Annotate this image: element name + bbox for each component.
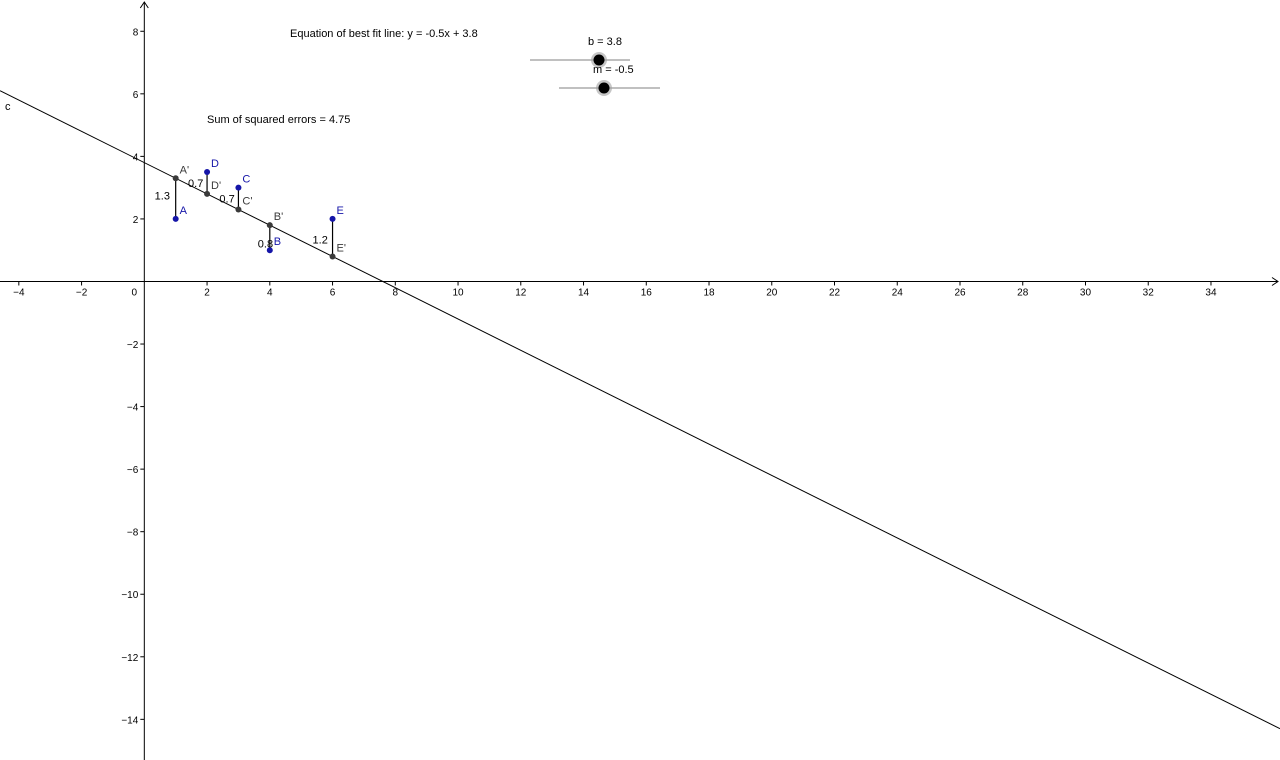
best-fit-line-group[interactable] (0, 90, 1280, 730)
x-tick-label: 22 (829, 287, 841, 298)
y-tick-label: 2 (133, 215, 139, 226)
x-tick-label: 10 (452, 287, 464, 298)
x-tick-label: 14 (578, 287, 590, 298)
slider-b-label: b = 3.8 (588, 36, 622, 48)
y-tick-label: 8 (133, 27, 139, 38)
residual-label: 1.2 (313, 235, 328, 247)
residual-segments[interactable]: 1.30.80.70.71.2 (155, 172, 334, 257)
y-tick-label: −8 (127, 528, 139, 539)
residual-label: 1.3 (155, 191, 170, 203)
data-point-label: D (211, 158, 219, 170)
x-tick-label: 26 (954, 287, 966, 298)
data-point[interactable] (266, 247, 273, 254)
x-tick-label: 32 (1143, 287, 1155, 298)
slider-b-knob[interactable] (593, 54, 605, 66)
slider-m-knob[interactable] (598, 82, 610, 94)
x-tick-label: 28 (1017, 287, 1029, 298)
y-tick-label: −2 (127, 340, 139, 351)
slider-m-label: m = -0.5 (593, 64, 634, 76)
fitted-point-label: D' (211, 180, 221, 192)
fitted-point[interactable] (329, 253, 336, 260)
fitted-point-label: C' (242, 196, 252, 208)
equation-text: Equation of best fit line: y = -0.5x + 3… (290, 28, 478, 40)
fitted-point-label: B' (274, 211, 283, 223)
data-point-label: A (180, 205, 188, 217)
line-label: c (5, 101, 11, 113)
y-tick-label: −10 (121, 590, 138, 601)
fitted-point[interactable] (235, 206, 242, 213)
y-tick-label: −12 (121, 653, 138, 664)
sse-text: Sum of squared errors = 4.75 (207, 114, 350, 126)
axis-ticks: −4 −2 0 2 4 6 8 10 12 14 16 18 20 22 24 26 28 30 32 34−14−1… (13, 27, 1217, 726)
x-tick-label: −4 (13, 287, 25, 298)
x-tick-label: 34 (1205, 287, 1217, 298)
x-tick-label: 4 (267, 287, 273, 298)
y-tick-label: −6 (127, 465, 139, 476)
x-tick-label: 30 (1080, 287, 1092, 298)
y-tick-label: 6 (133, 90, 139, 101)
x-tick-label: 24 (892, 287, 904, 298)
fitted-point[interactable] (172, 175, 179, 182)
x-tick-label: 8 (393, 287, 399, 298)
data-point[interactable] (235, 184, 242, 191)
y-tick-label: −14 (121, 715, 138, 726)
x-tick-label: 6 (330, 287, 336, 298)
x-tick-label: 16 (641, 287, 653, 298)
residual-label: 0.7 (219, 194, 234, 206)
fitted-point-label: A' (180, 164, 189, 176)
y-axis-arrow-icon (139, 1, 149, 9)
data-point-label: B (274, 236, 281, 248)
x-tick-label: 18 (703, 287, 715, 298)
fitted-point[interactable] (266, 222, 273, 229)
data-point-label: C (242, 174, 250, 186)
x-axis-arrow-icon (1271, 277, 1279, 286)
x-tick-label: 20 (766, 287, 778, 298)
best-fit-line[interactable] (0, 90, 1280, 730)
x-tick-label: 12 (515, 287, 527, 298)
points-group[interactable]: A B C D E A' B' C' D' E' (172, 158, 346, 260)
x-tick-label: 2 (204, 287, 210, 298)
data-point[interactable] (329, 215, 336, 222)
x-tick-label: 0 (132, 287, 138, 298)
residual-label: 0.7 (188, 178, 203, 190)
data-point-label: E (337, 205, 344, 217)
fitted-point-label: E' (337, 242, 346, 254)
sliders-group[interactable]: b = 3.8 m = -0.5 (530, 36, 660, 96)
y-tick-label: −4 (127, 403, 139, 414)
x-tick-label: −2 (76, 287, 88, 298)
fitted-point[interactable] (204, 190, 211, 197)
data-point[interactable] (204, 169, 211, 176)
data-point[interactable] (172, 215, 179, 222)
